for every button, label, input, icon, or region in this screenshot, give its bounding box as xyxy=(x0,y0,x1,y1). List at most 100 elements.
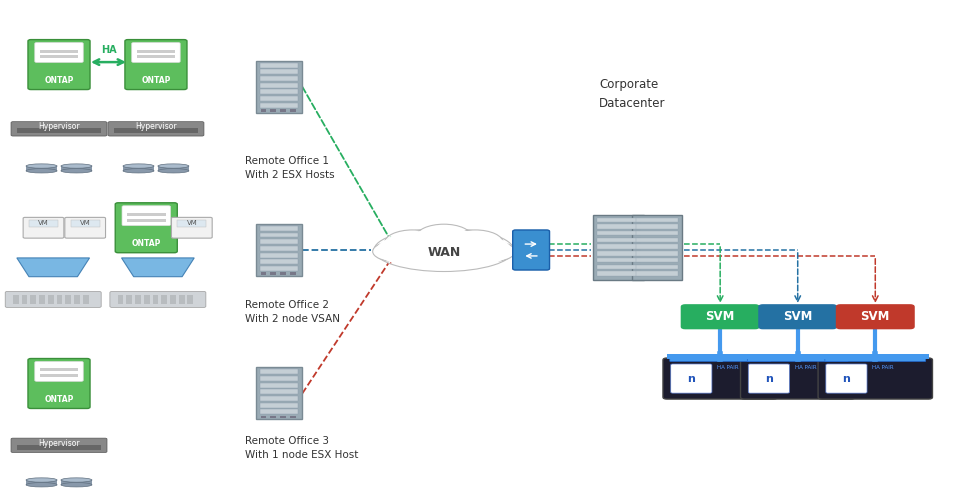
Bar xyxy=(17,128,101,133)
Text: Hypervisor: Hypervisor xyxy=(38,122,80,132)
Text: VM: VM xyxy=(80,220,91,226)
Bar xyxy=(636,238,679,242)
FancyBboxPatch shape xyxy=(125,40,187,90)
Bar xyxy=(13,295,19,304)
Bar xyxy=(270,416,276,418)
Bar xyxy=(259,252,298,258)
Bar xyxy=(597,272,640,276)
FancyBboxPatch shape xyxy=(108,122,204,136)
Bar xyxy=(636,251,679,256)
Bar xyxy=(123,166,154,171)
FancyBboxPatch shape xyxy=(172,218,213,238)
FancyBboxPatch shape xyxy=(632,216,682,280)
Text: ONTAP: ONTAP xyxy=(141,76,171,84)
Ellipse shape xyxy=(448,230,503,256)
Bar xyxy=(259,410,298,414)
Text: Hypervisor: Hypervisor xyxy=(136,122,176,132)
Bar xyxy=(127,295,133,304)
Bar xyxy=(636,244,679,249)
Bar xyxy=(290,416,295,418)
Bar xyxy=(636,264,679,269)
Bar xyxy=(127,218,166,222)
Bar xyxy=(270,272,276,275)
Bar xyxy=(152,295,158,304)
Ellipse shape xyxy=(372,242,417,262)
Bar xyxy=(597,264,640,269)
Bar xyxy=(136,295,141,304)
Text: SVM: SVM xyxy=(783,310,812,324)
FancyBboxPatch shape xyxy=(825,356,925,362)
Bar xyxy=(270,110,276,112)
FancyBboxPatch shape xyxy=(28,40,90,90)
Text: HA: HA xyxy=(100,45,116,54)
Bar xyxy=(636,218,679,222)
Ellipse shape xyxy=(470,242,515,262)
Ellipse shape xyxy=(473,242,513,260)
Bar xyxy=(114,128,198,133)
Bar xyxy=(259,70,298,74)
Ellipse shape xyxy=(61,478,92,482)
Bar xyxy=(260,416,266,418)
Text: n: n xyxy=(687,374,695,384)
Ellipse shape xyxy=(61,168,92,173)
Bar xyxy=(136,50,175,52)
FancyBboxPatch shape xyxy=(11,122,107,136)
FancyBboxPatch shape xyxy=(593,216,644,280)
Bar xyxy=(83,295,89,304)
FancyBboxPatch shape xyxy=(110,292,206,308)
Ellipse shape xyxy=(449,231,501,254)
FancyBboxPatch shape xyxy=(747,356,848,362)
FancyBboxPatch shape xyxy=(28,358,90,408)
FancyBboxPatch shape xyxy=(35,42,83,62)
Bar xyxy=(597,224,640,229)
FancyBboxPatch shape xyxy=(759,305,837,328)
Text: HA PAIR: HA PAIR xyxy=(795,366,816,370)
Bar xyxy=(636,231,679,235)
Bar xyxy=(636,224,679,229)
FancyBboxPatch shape xyxy=(837,305,914,328)
Ellipse shape xyxy=(376,230,511,270)
Bar xyxy=(259,376,298,381)
Ellipse shape xyxy=(26,168,58,173)
Bar xyxy=(26,166,58,171)
Bar xyxy=(259,390,298,394)
Text: ONTAP: ONTAP xyxy=(44,76,74,84)
Bar xyxy=(39,295,45,304)
FancyBboxPatch shape xyxy=(682,305,759,328)
FancyBboxPatch shape xyxy=(255,368,302,420)
Polygon shape xyxy=(17,258,90,276)
Polygon shape xyxy=(122,258,194,276)
FancyBboxPatch shape xyxy=(11,438,107,452)
Ellipse shape xyxy=(123,164,154,168)
Bar xyxy=(290,110,295,112)
Ellipse shape xyxy=(374,228,514,272)
Bar xyxy=(259,103,298,108)
Bar xyxy=(597,258,640,262)
Bar xyxy=(177,220,207,227)
Ellipse shape xyxy=(26,164,58,168)
Bar xyxy=(259,226,298,231)
Text: Corporate
Datacenter: Corporate Datacenter xyxy=(599,78,666,110)
Ellipse shape xyxy=(158,168,189,173)
Bar xyxy=(61,166,92,171)
Bar xyxy=(259,83,298,87)
Bar xyxy=(259,90,298,94)
Bar xyxy=(260,272,266,275)
Bar xyxy=(29,220,58,227)
Bar xyxy=(259,246,298,251)
Bar xyxy=(74,295,80,304)
Bar xyxy=(144,295,149,304)
Text: Remote Office 3
With 1 node ESX Host: Remote Office 3 With 1 node ESX Host xyxy=(245,436,359,460)
Text: HA PAIR: HA PAIR xyxy=(873,366,894,370)
Text: Remote Office 2
With 2 node VSAN: Remote Office 2 With 2 node VSAN xyxy=(245,300,340,324)
Ellipse shape xyxy=(384,230,441,256)
Ellipse shape xyxy=(375,242,415,260)
Bar xyxy=(259,239,298,244)
Text: n: n xyxy=(765,374,773,384)
FancyBboxPatch shape xyxy=(513,230,550,270)
Bar xyxy=(636,272,679,276)
Bar xyxy=(597,244,640,249)
FancyBboxPatch shape xyxy=(748,364,790,393)
Bar xyxy=(187,295,193,304)
Bar xyxy=(636,258,679,262)
